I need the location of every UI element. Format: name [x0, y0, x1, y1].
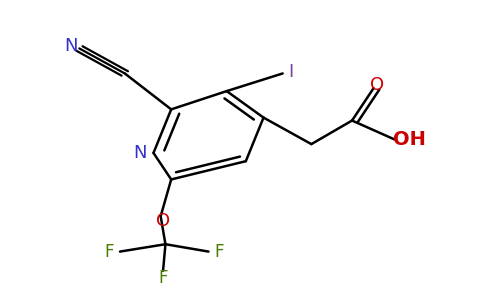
Text: O: O — [156, 212, 170, 230]
Text: F: F — [105, 243, 114, 261]
Text: F: F — [158, 269, 168, 287]
Text: OH: OH — [393, 130, 426, 149]
Text: N: N — [133, 144, 147, 162]
Text: I: I — [288, 63, 294, 81]
Text: N: N — [64, 37, 77, 55]
Text: O: O — [370, 76, 384, 94]
Text: F: F — [214, 243, 224, 261]
